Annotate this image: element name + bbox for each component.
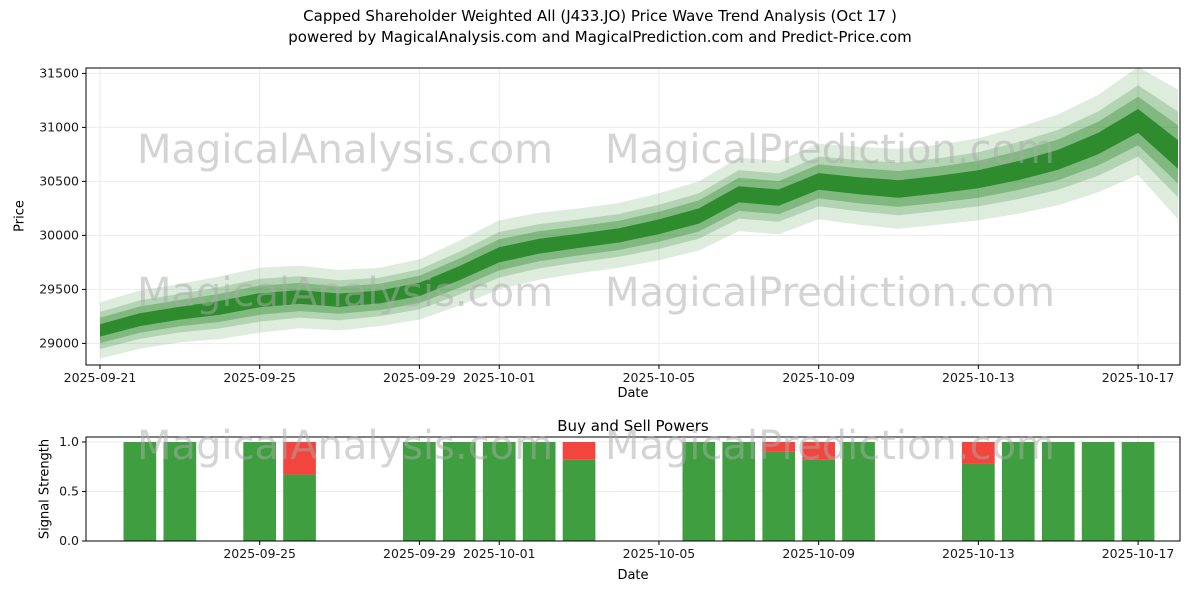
fan-band-inner	[100, 96, 1178, 344]
chart-subtitle: powered by MagicalAnalysis.com and Magic…	[288, 28, 912, 46]
buy-power-bar	[722, 442, 756, 541]
sell-power-bar	[562, 442, 596, 460]
buy-power-bar	[163, 442, 197, 541]
buy-power-bar	[762, 451, 796, 541]
x-tick-label: 2025-09-25	[223, 370, 296, 385]
x-tick-label: 2025-09-25	[223, 546, 296, 561]
y-tick-label: 29500	[39, 281, 79, 296]
sell-power-bar	[962, 442, 995, 464]
x-tick-label: 2025-09-29	[383, 546, 456, 561]
sell-power-bar	[283, 442, 316, 475]
sell-power-bar	[802, 442, 835, 460]
x-tick-label: 2025-10-05	[623, 370, 696, 385]
title-block: Capped Shareholder Weighted All (J433.JO…	[0, 6, 1200, 48]
y-tick-label: 0.0	[59, 533, 79, 548]
buy-power-bar	[403, 442, 436, 541]
sell-power-bar	[762, 442, 796, 452]
signal-strength-axis-label: Signal Strength	[37, 438, 53, 540]
y-tick-label: 30000	[39, 227, 79, 242]
y-tick-label: 29000	[39, 335, 79, 350]
chart-title: Capped Shareholder Weighted All (J433.JO…	[303, 7, 897, 25]
x-tick-label: 2025-10-13	[942, 370, 1015, 385]
plot-border	[85, 436, 1181, 542]
fan-band-outer	[100, 68, 1178, 359]
buy-power-bar	[562, 459, 596, 541]
x-tick-label: 2025-09-29	[383, 370, 456, 385]
x-tick-label: 2025-10-05	[623, 546, 696, 561]
buy-power-bar	[442, 442, 476, 541]
y-tick-label: 0.5	[59, 483, 79, 498]
buy-power-bar	[1041, 442, 1075, 541]
buy-power-bar	[802, 459, 835, 541]
fan-band-mid	[100, 85, 1178, 350]
buy-power-bar	[123, 442, 157, 541]
buy-power-bar	[842, 442, 875, 541]
price-fan-bands	[100, 68, 1178, 359]
buy-power-bar	[1121, 442, 1155, 541]
plot-border	[85, 67, 1181, 366]
y-tick-label: 31000	[39, 119, 79, 134]
buy-power-bar	[522, 442, 556, 541]
buy-power-bar	[682, 442, 716, 541]
buy-power-bar	[482, 442, 516, 541]
buy-power-bar	[1081, 442, 1115, 541]
y-tick-label: 1.0	[59, 434, 79, 449]
x-tick-label: 2025-09-21	[64, 370, 137, 385]
buy-power-bar	[283, 474, 316, 541]
x-tick-label: 2025-10-17	[1102, 546, 1175, 561]
buy-power-bar	[962, 463, 995, 541]
signal-date-axis-label: Date	[617, 568, 649, 583]
buy-power-bar	[1001, 442, 1035, 541]
x-tick-label: 2025-10-17	[1102, 370, 1175, 385]
price-axis-label: Price	[12, 200, 28, 232]
fan-band-core	[100, 109, 1178, 337]
x-tick-label: 2025-10-09	[782, 370, 855, 385]
signal-bars	[123, 442, 1155, 541]
y-tick-label: 30500	[39, 173, 79, 188]
y-tick-label: 31500	[39, 65, 79, 80]
x-tick-label: 2025-10-01	[463, 546, 536, 561]
buy-power-bar	[243, 442, 276, 541]
x-tick-label: 2025-10-09	[782, 546, 855, 561]
x-tick-label: 2025-10-01	[463, 370, 536, 385]
x-tick-label: 2025-10-13	[942, 546, 1015, 561]
bottom-chart-title: Buy and Sell Powers	[557, 417, 709, 435]
price-date-axis-label: Date	[617, 386, 649, 401]
